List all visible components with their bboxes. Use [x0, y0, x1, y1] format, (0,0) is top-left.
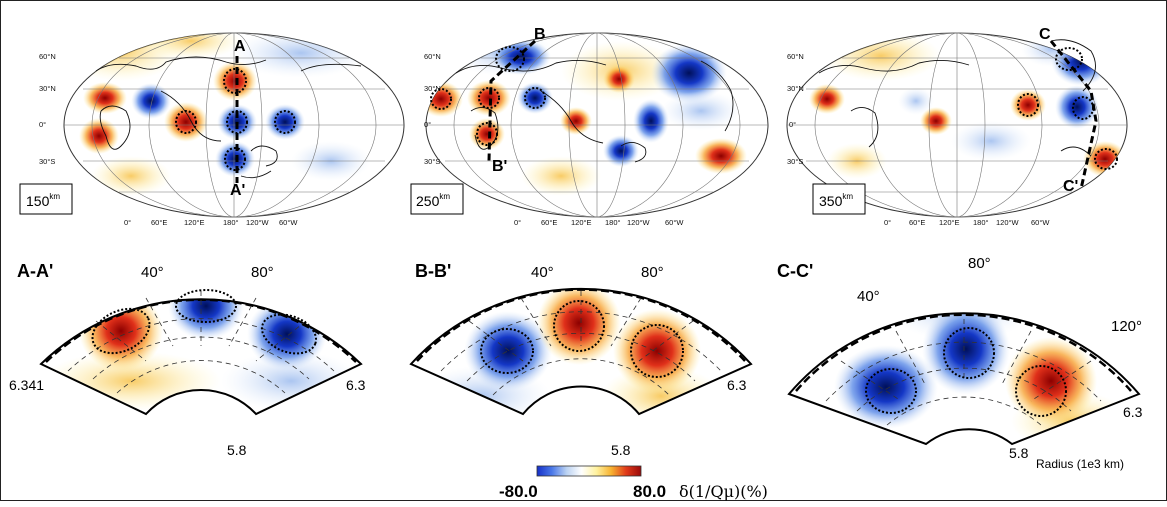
section-b-angle-label: 40° [531, 264, 554, 281]
section-b-inner-radius: 5.8 [611, 442, 631, 458]
map-2-profile-start: B [534, 26, 546, 43]
lat-label: 30°N [424, 84, 441, 93]
map-1-depth-label: 150km [26, 192, 60, 209]
section-a-grid [67, 291, 335, 394]
lat-label: 30°S [424, 157, 440, 166]
lat-label: 0° [39, 120, 46, 129]
section-c-outline [787, 312, 1141, 446]
section-a-left-radius: 6.341 [9, 377, 44, 393]
lon-label: 60°W [1031, 218, 1050, 227]
map-3-depth-label: 350km [819, 192, 853, 209]
lon-label: 120°E [184, 218, 205, 227]
map-1-grid [64, 32, 404, 218]
map-1-lat-labels: 60°N 30°N 0° 30°S [39, 52, 56, 166]
map-1-coastlines [95, 56, 362, 179]
map-3-grid [787, 32, 1127, 218]
lat-label: 60°N [39, 52, 56, 61]
section-a-title: A-A' [17, 261, 53, 281]
map-panel-1: A A' 60°N 30°N 0° 30°S 0° 60°E 120°E 180… [19, 32, 405, 227]
map-1-profile-end: A' [230, 182, 245, 199]
map-2-depth-label: 250km [416, 192, 450, 209]
lon-label: 0° [124, 218, 131, 227]
lon-label: 0° [884, 218, 891, 227]
map-3-profile-end: C' [1063, 178, 1078, 195]
section-c-radius-axis-label: Radius (1e3 km) [1036, 457, 1124, 471]
map-3-lon-labels: 0° 60°E 120°E 180° 120°W 60°W [884, 218, 1050, 227]
section-c-grid [825, 319, 1102, 426]
map-3-depth-box [812, 183, 866, 215]
section-c-angle-label: 120° [1111, 318, 1142, 335]
lat-label: 30°S [787, 157, 803, 166]
section-c-right-radius: 6.3 [1123, 404, 1143, 420]
map-3-lat-labels: 60°N 30°N 0° 30°S [787, 52, 804, 166]
lon-label: 60°W [279, 218, 298, 227]
colorbar: -80.0 80.0 δ(1/Qμ)(%) [499, 465, 768, 501]
lon-label: 180° [223, 218, 239, 227]
section-a-angle-label: 80° [251, 264, 274, 281]
map-1-lon-labels: 0° 60°E 120°E 180° 120°W 60°W [124, 218, 298, 227]
map-1-profile-start: A [234, 38, 246, 55]
section-c-angle-label: 80° [968, 255, 991, 272]
colorbar-gradient [536, 465, 642, 477]
lon-label: 120°W [246, 218, 270, 227]
cross-section-b: B-B' 40° 80° 6.3 5.8 [409, 261, 753, 458]
lat-label: 60°N [787, 52, 804, 61]
map-3-profile-start: C [1039, 26, 1051, 43]
cross-section-c: C-C' 40° 80° 120° 6.3 [777, 255, 1143, 471]
lon-label: 120°W [627, 218, 651, 227]
section-b-grid [440, 291, 722, 396]
section-b-angle-label: 80° [641, 264, 664, 281]
map-2-anomalies [426, 33, 747, 196]
map-3-profile-line [1049, 40, 1098, 190]
section-c-angle-label: 40° [857, 288, 880, 305]
lon-label: 0° [514, 218, 521, 227]
section-c-circles [865, 327, 1067, 417]
lat-label: 30°S [39, 157, 55, 166]
lon-label: 60°E [541, 218, 557, 227]
map-3-profile-circles [1017, 47, 1118, 170]
lon-label: 180° [973, 218, 989, 227]
lat-label: 30°N [787, 84, 804, 93]
lon-label: 60°W [665, 218, 684, 227]
lon-label: 120°E [571, 218, 592, 227]
map-2-profile-line [487, 39, 537, 162]
map-panel-3: C C' 60°N 30°N 0° 30°S 0° 60°E 120°E 180… [786, 26, 1128, 227]
section-b-surface-line [416, 288, 746, 362]
map-3-coastlines [818, 39, 1096, 157]
lon-label: 180° [605, 218, 621, 227]
lon-label: 120°W [996, 218, 1020, 227]
lon-label: 60°E [151, 218, 167, 227]
section-a-inner-radius: 5.8 [227, 442, 247, 458]
lon-label: 120°E [939, 218, 960, 227]
lat-label: 30°N [39, 84, 56, 93]
map-2-profile-end: B' [492, 158, 507, 175]
section-b-circles [480, 300, 684, 378]
map-2-lon-labels: 0° 60°E 120°E 180° 120°W 60°W [514, 218, 684, 227]
lat-label: 0° [789, 120, 796, 129]
section-a-angle-label: 40° [141, 264, 164, 281]
lat-label: 60°N [424, 52, 441, 61]
section-b-right-radius: 6.3 [727, 377, 747, 393]
colorbar-min-label: -80.0 [499, 482, 538, 501]
section-b-title: B-B' [415, 261, 451, 281]
map-2-depth-box [410, 183, 464, 215]
colorbar-max-label: 80.0 [633, 482, 666, 501]
section-a-circles [91, 289, 318, 355]
cross-section-a: A-A' 40° 80° 6.341 6.3 [9, 261, 366, 458]
section-c-inner-radius: 5.8 [1009, 445, 1029, 461]
map-panel-2: B B' 60°N 30°N 0° 30°S 0° 60°E 120°E 180… [410, 26, 769, 227]
lat-label: 0° [424, 120, 431, 129]
lon-label: 60°E [909, 218, 925, 227]
map-2-lat-labels: 60°N 30°N 0° 30°S [424, 52, 441, 166]
section-b-outline [409, 288, 753, 416]
section-a-right-radius: 6.3 [346, 377, 366, 393]
section-c-surface-line [795, 313, 1132, 392]
section-c-title: C-C' [777, 261, 813, 281]
colorbar-quantity-label: δ(1/Qμ)(%) [679, 482, 768, 501]
map-2-profile-circles [430, 46, 546, 146]
section-a-surface-line [45, 298, 357, 363]
map-1-depth-box [19, 183, 73, 215]
